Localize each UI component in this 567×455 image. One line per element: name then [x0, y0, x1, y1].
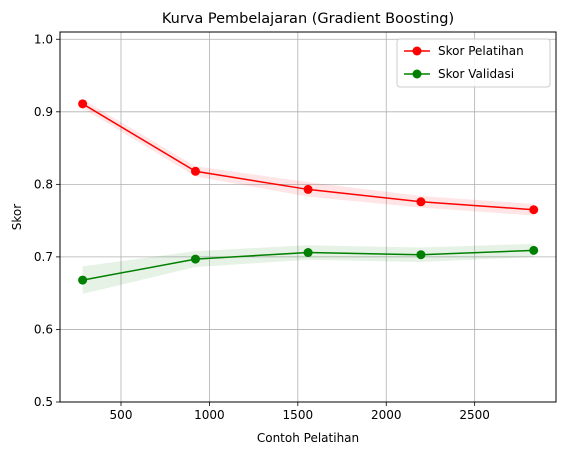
x-tick-label: 1000: [194, 408, 225, 422]
legend-marker: [412, 46, 422, 56]
legend: Skor Pelatihan Skor Validasi: [396, 38, 551, 88]
y-tick-label: 0.5: [34, 395, 53, 409]
legend-label: Skor Validasi: [438, 67, 514, 81]
x-axis-label: Contoh Pelatihan: [257, 431, 359, 445]
series-1-point: [303, 248, 313, 258]
y-tick-label: 1.0: [34, 32, 53, 46]
series-0-point: [529, 205, 539, 215]
series-1-point: [78, 275, 88, 285]
legend-label: Skor Pelatihan: [438, 44, 524, 58]
series-lines: [78, 99, 539, 285]
series-1-point: [529, 245, 539, 255]
series-0-point: [190, 166, 200, 176]
y-tick-label: 0.7: [34, 250, 53, 264]
series-0-point: [78, 99, 88, 109]
x-tick-label: 2000: [371, 408, 402, 422]
x-tick-label: 500: [110, 408, 133, 422]
series-0-point: [303, 184, 313, 194]
x-tick-label: 1500: [283, 408, 314, 422]
series-1-point: [190, 254, 200, 264]
series-0-band: [82, 99, 534, 216]
chart-title: Kurva Pembelajaran (Gradient Boosting): [162, 11, 454, 27]
legend-marker: [412, 69, 422, 79]
series-0-point: [416, 197, 426, 207]
legend-box: [396, 38, 551, 88]
y-tick-label: 0.6: [34, 322, 53, 336]
series-1-point: [416, 250, 426, 260]
axis-ticks: 500 1000 1500 2000 2500 0.5 0.6 0.7 0.8 0.9 1.0: [34, 32, 490, 422]
y-tick-label: 0.9: [34, 105, 53, 119]
plot-frame: [59, 31, 557, 403]
confidence-bands: [82, 99, 534, 294]
y-axis-label: Skor: [10, 204, 24, 230]
x-tick-label: 2500: [459, 408, 490, 422]
y-tick-label: 0.8: [34, 177, 53, 191]
